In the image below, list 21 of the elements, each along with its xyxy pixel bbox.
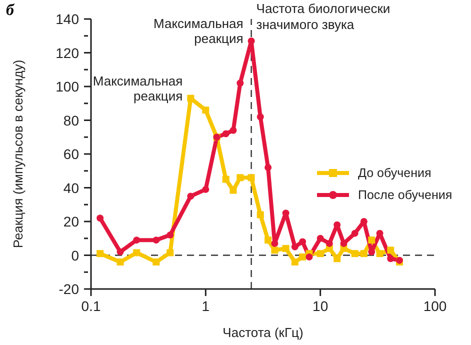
y-tick-label: 140: [56, 11, 80, 27]
x-tick-label: 10: [312, 298, 328, 314]
ref-line-label: Частота биологически значимого звука: [256, 1, 390, 32]
y-tick-label: -20: [58, 281, 80, 297]
y-tick-label: 40: [63, 180, 80, 196]
annotation: Максимальная реакция: [92, 73, 183, 104]
y-tick-label: 120: [56, 44, 80, 61]
y-axis-title: Реакция (импульсов в секунду): [10, 60, 26, 248]
x-axis-title: Частота (кГц): [222, 325, 304, 340]
y-tick-label: 60: [63, 146, 80, 162]
x-tick-label: 1: [202, 298, 210, 314]
annotation: Максимальная реакция: [154, 16, 244, 46]
y-tick-label: 80: [63, 112, 80, 128]
x-tick-label: 100: [423, 298, 447, 314]
x-tick-label: 0.1: [81, 298, 101, 314]
y-tick-label: 100: [56, 78, 80, 94]
y-tick-label: 0: [71, 247, 80, 264]
text: б: [6, 2, 14, 20]
legend-label: До обучения: [358, 166, 432, 180]
y-tick-label: 20: [63, 214, 80, 230]
legend-label: После обучения: [358, 188, 452, 202]
